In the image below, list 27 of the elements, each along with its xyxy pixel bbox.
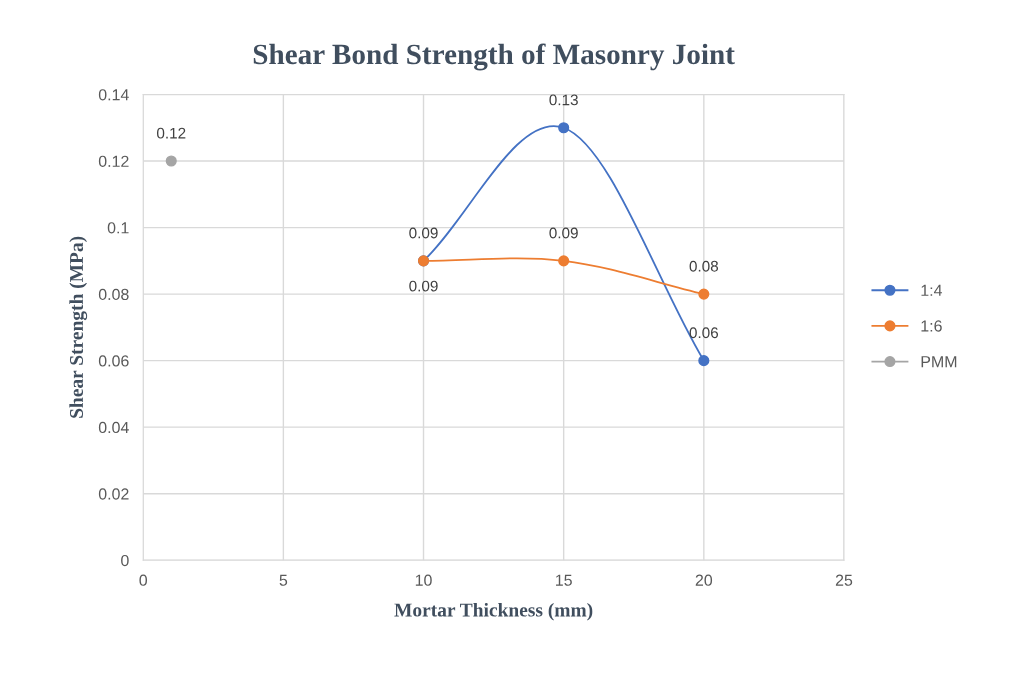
data-label: 0.06 xyxy=(689,327,719,339)
x-axis-title: Mortar Thickness (mm) xyxy=(394,602,593,621)
y-tick-label: 0.06 xyxy=(98,355,129,367)
y-tick-label: 0.1 xyxy=(107,222,129,234)
x-tick-label: 0 xyxy=(139,574,148,586)
y-tick-label: 0.08 xyxy=(98,288,129,301)
x-tick-label: 15 xyxy=(556,574,572,586)
data-label: 0.12 xyxy=(156,127,186,139)
y-tick-label: 0.02 xyxy=(98,488,129,500)
y-tick-label: 0.12 xyxy=(98,155,129,167)
x-tick-label: 10 xyxy=(415,574,432,586)
x-tick-label: 25 xyxy=(835,574,853,586)
chart-title: Shear Bond Strength of Masonry Joint xyxy=(253,43,735,71)
legend-label: PMM xyxy=(921,356,957,368)
data-label: 0.13 xyxy=(549,94,578,106)
x-tick-label: 5 xyxy=(279,574,288,586)
y-tick-label: 0.04 xyxy=(98,421,129,434)
x-tick-label: 20 xyxy=(695,574,713,586)
legend-label: 1:6 xyxy=(921,320,942,332)
legend-label: 1:4 xyxy=(921,284,943,296)
data-label: 0.08 xyxy=(689,260,719,272)
data-label: 0.09 xyxy=(409,227,438,239)
data-label: 0.09 xyxy=(549,227,578,239)
y-axis-title: Shear Strength (MPa) xyxy=(69,236,88,418)
y-tick-label: 0.14 xyxy=(98,89,129,101)
data-label: 0.09 xyxy=(409,280,438,292)
y-tick-label: 0 xyxy=(121,554,129,567)
